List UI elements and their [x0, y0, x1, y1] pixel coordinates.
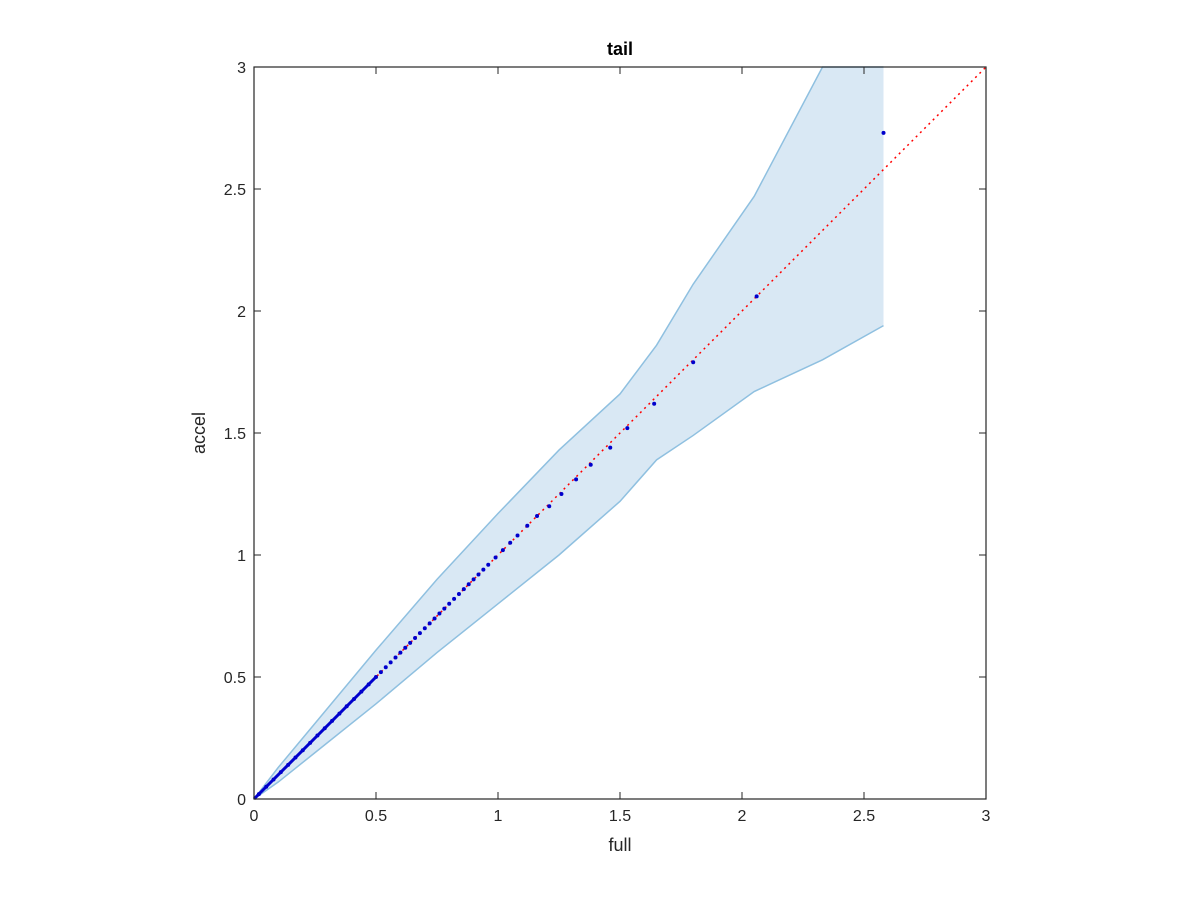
x-axis-label: full — [608, 835, 631, 855]
data-point — [352, 696, 357, 701]
data-point — [413, 635, 418, 640]
data-point — [408, 640, 413, 645]
data-point — [378, 670, 383, 675]
data-point — [437, 611, 442, 616]
data-point — [322, 726, 327, 731]
data-point — [383, 665, 388, 670]
data-point — [417, 631, 422, 636]
data-point — [403, 645, 408, 650]
data-point — [337, 711, 342, 716]
data-point — [652, 401, 657, 406]
data-point — [461, 587, 466, 592]
data-point — [625, 426, 630, 431]
data-point — [515, 533, 520, 538]
data-point — [308, 740, 313, 745]
x-tick-label: 1 — [494, 808, 503, 825]
axes-layer — [253, 66, 987, 800]
band-upper-edge — [253, 66, 884, 800]
data-point — [344, 704, 349, 709]
data-point — [754, 294, 759, 299]
x-tick-label: 0 — [250, 808, 259, 825]
confidence-band-fill — [254, 67, 884, 799]
y-tick-label: 2.5 — [224, 182, 246, 199]
data-point — [271, 777, 276, 782]
reference-line — [253, 66, 987, 800]
data-point — [456, 592, 461, 597]
data-point — [427, 621, 432, 626]
confidence-band-layer — [253, 66, 884, 800]
data-point — [466, 582, 471, 587]
data-point — [398, 650, 403, 655]
chart-title: tail — [607, 39, 633, 59]
y-tick-label: 1 — [237, 548, 246, 565]
data-point — [422, 626, 427, 631]
tick-labels-layer: 0 0.5 1 1.5 2 2.5 3 0 0.5 1 1.5 2 2.5 3 — [224, 60, 991, 825]
y-tick-label: 3 — [237, 60, 246, 77]
data-point — [442, 606, 447, 611]
data-point — [471, 577, 476, 582]
data-point — [388, 660, 393, 665]
data-point — [588, 462, 593, 467]
y-tick-label: 0 — [237, 792, 246, 809]
data-point — [881, 130, 886, 135]
data-point — [493, 555, 498, 560]
data-point — [476, 572, 481, 577]
data-point — [547, 504, 552, 509]
data-point — [366, 682, 371, 687]
data-point — [393, 655, 398, 660]
data-point — [300, 748, 305, 753]
reference-line-layer — [253, 66, 987, 800]
data-point — [359, 689, 364, 694]
data-point — [264, 784, 269, 789]
data-point — [286, 762, 291, 767]
data-point — [691, 360, 696, 365]
x-tick-label: 0.5 — [365, 808, 387, 825]
data-point — [452, 596, 457, 601]
data-points-layer — [252, 130, 886, 801]
data-point — [293, 755, 298, 760]
x-tick-label: 2 — [738, 808, 747, 825]
data-point — [256, 792, 261, 797]
data-point — [508, 540, 513, 545]
data-point — [315, 733, 320, 738]
data-point — [481, 567, 486, 572]
data-point — [608, 445, 613, 450]
x-tick-label: 3 — [982, 808, 991, 825]
data-point — [525, 523, 530, 528]
data-point — [559, 492, 564, 496]
data-point — [432, 616, 437, 621]
data-point — [374, 675, 378, 679]
data-point — [500, 548, 505, 553]
y-tick-label: 2 — [237, 304, 246, 321]
band-lower-edge — [253, 324, 884, 800]
data-point — [330, 718, 335, 723]
y-tick-label: 1.5 — [224, 426, 246, 443]
data-point — [447, 601, 452, 606]
x-tick-label: 1.5 — [609, 808, 631, 825]
x-tick-label: 2.5 — [853, 808, 875, 825]
data-point — [574, 477, 579, 482]
data-point — [278, 770, 283, 775]
y-tick-label: 0.5 — [224, 670, 246, 687]
y-axis-label: accel — [189, 412, 209, 454]
data-point — [486, 562, 491, 567]
data-point — [535, 513, 540, 518]
